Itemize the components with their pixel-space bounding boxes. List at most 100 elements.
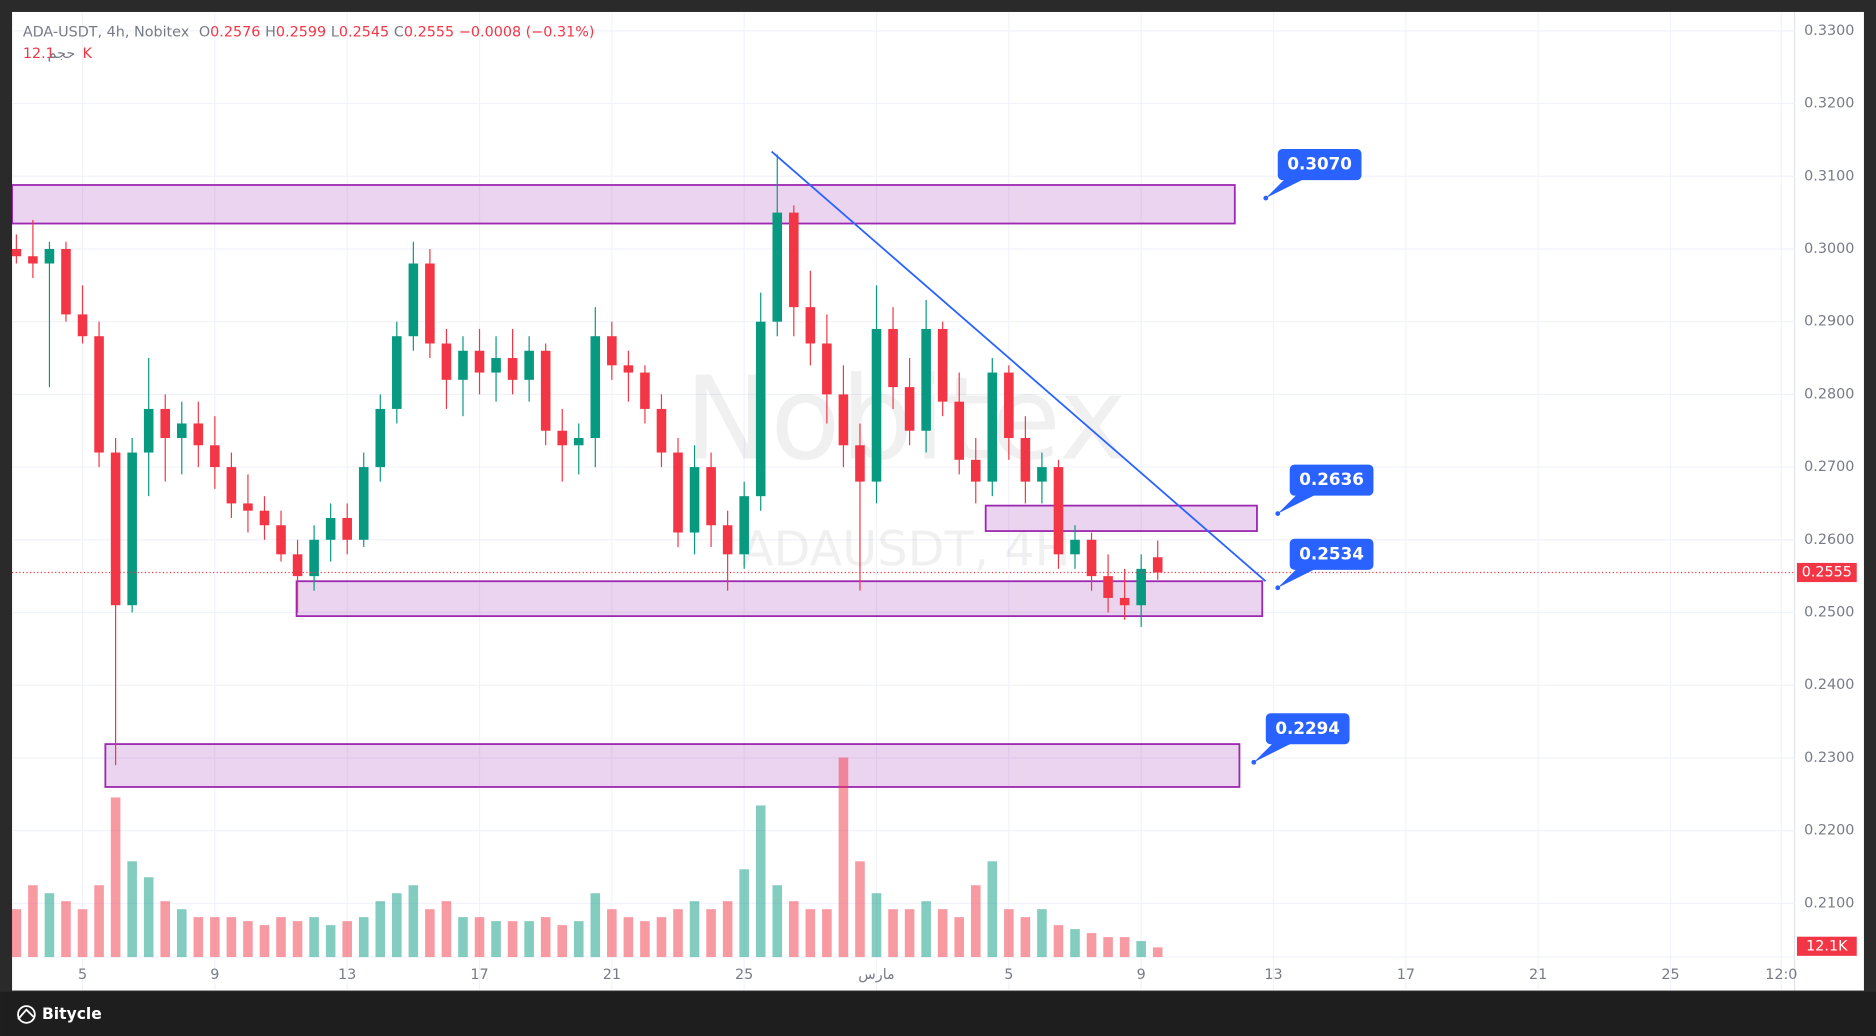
candle-body	[1070, 539, 1080, 555]
y-tick-label: 0.2700	[1804, 459, 1854, 475]
volume-bar	[921, 901, 931, 958]
volume-bar	[243, 921, 253, 958]
volume-bar	[358, 917, 369, 958]
candle-body	[1119, 597, 1130, 606]
candle-body	[855, 445, 865, 482]
x-tick-label: 13	[338, 967, 356, 983]
volume-bar	[1053, 925, 1064, 958]
candle-body	[1053, 467, 1064, 555]
volume-bar	[590, 893, 601, 958]
y-tick-label: 0.2100	[1804, 895, 1854, 911]
volume-bar	[441, 901, 452, 958]
ohlc-key: C	[394, 24, 404, 40]
candle-body	[540, 350, 551, 431]
candle-body	[193, 423, 204, 446]
ohlc-value: 0.2555	[404, 24, 454, 40]
candle-body	[573, 438, 584, 446]
volume-bar	[375, 901, 386, 958]
volume-bar	[127, 861, 137, 958]
brand-logo	[17, 1005, 36, 1024]
volume-bar	[491, 921, 501, 958]
volume-bar	[623, 917, 634, 958]
volume-bar	[673, 909, 683, 958]
volume-bar	[987, 861, 998, 958]
x-tick-label: 9	[1137, 967, 1146, 983]
volume-bar	[392, 893, 402, 958]
volume-bar	[12, 909, 22, 958]
candle-body	[937, 328, 948, 402]
grid	[12, 11, 1795, 991]
candle-body	[871, 328, 882, 482]
volume-bar	[855, 861, 865, 958]
volume-bar	[259, 925, 270, 958]
price-tag	[1796, 562, 1857, 583]
candle-body	[1152, 557, 1163, 573]
x-tick-label: 21	[603, 967, 621, 983]
candle-body	[706, 467, 716, 526]
volume-bar	[226, 917, 237, 958]
volume-bar	[888, 909, 898, 958]
x-tick-label: 21	[1529, 967, 1547, 983]
callout-label: 0.2534	[1299, 543, 1364, 563]
candle-body	[1136, 568, 1146, 606]
candle-body	[722, 525, 733, 555]
x-tick-label: 12:0	[1765, 967, 1797, 983]
volume-bar	[822, 909, 832, 958]
candle-body	[607, 336, 617, 366]
volume-tag	[1796, 936, 1857, 956]
candle-body	[590, 336, 601, 439]
ohlc-key: H	[265, 24, 276, 40]
x-tick-label: 9	[210, 967, 219, 983]
candle-body	[557, 430, 568, 446]
candle-body	[28, 256, 38, 264]
callout-box	[1289, 464, 1374, 496]
y-tick-label: 0.2500	[1804, 604, 1854, 620]
volume-bar	[309, 917, 319, 958]
volume-bar	[143, 877, 154, 958]
candle-body	[309, 539, 319, 577]
volume-bar	[210, 917, 220, 958]
volume-bar	[722, 901, 733, 958]
candle-body	[61, 248, 71, 315]
y-tick-label: 0.3200	[1804, 96, 1854, 112]
candle-body	[888, 328, 898, 388]
price-tag-label: 0.2555	[1802, 565, 1852, 581]
candle-body	[987, 372, 998, 482]
volume-bar	[954, 917, 965, 958]
footer-bar	[0, 991, 1876, 1036]
volume-bar	[540, 917, 551, 958]
candle-body	[12, 248, 22, 257]
volume-bar	[474, 917, 485, 958]
candle-body	[507, 358, 518, 380]
volume-bar	[1119, 937, 1130, 958]
callout-point	[1275, 585, 1281, 591]
candle-body	[524, 350, 534, 380]
volume-bar	[557, 925, 568, 958]
y-tick-label: 0.2600	[1804, 532, 1854, 548]
volume-bar	[789, 901, 799, 958]
candle-body	[838, 394, 849, 446]
axes: 0.3300 0.3200 0.3100 0.3000 0.2900 0.2800 0.27…	[78, 23, 1857, 983]
volume-bar	[325, 925, 336, 958]
candle-body	[1037, 467, 1047, 482]
brand: Bitycle	[42, 1005, 102, 1023]
candle-body	[673, 452, 683, 533]
volume-tag-label: 12.1K	[1806, 938, 1848, 954]
volume-bar	[739, 869, 749, 958]
plot-area	[12, 11, 1864, 991]
y-tick-label: 0.2900	[1804, 314, 1854, 330]
overlay: 0.3070 0.2636 0.2534 0.2294	[12, 149, 1795, 765]
volume-bar	[755, 805, 766, 958]
candle-body	[805, 307, 816, 344]
volume-bar	[689, 901, 700, 958]
plot	[12, 154, 1264, 958]
ohlc-key: L	[331, 24, 339, 40]
volume-bar	[904, 909, 915, 958]
candle-body	[904, 387, 915, 431]
candle-body	[143, 408, 154, 453]
candle-body	[342, 517, 352, 540]
zone	[104, 743, 1241, 788]
callout-box	[1265, 713, 1350, 745]
callout-box	[1277, 149, 1362, 181]
